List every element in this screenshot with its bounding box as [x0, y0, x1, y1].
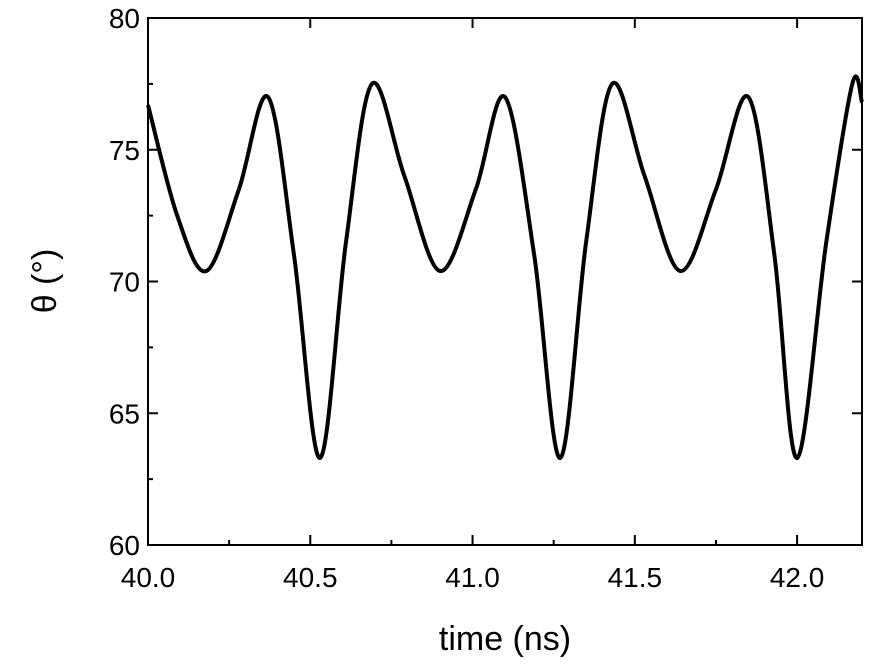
y-tick-label: 75 — [109, 135, 140, 166]
tick-labels: 40.0 40.5 41.0 41.5 42.0 60 65 70 75 80 — [109, 3, 824, 593]
x-tick-label: 42.0 — [770, 562, 825, 593]
x-tick-label: 41.0 — [445, 562, 500, 593]
y-axis-title: θ (°) — [26, 249, 64, 314]
x-axis-title: time (ns) — [439, 620, 571, 658]
axis-ticks — [147, 17, 862, 546]
series-line — [146, 74, 864, 461]
y-tick-label: 70 — [109, 267, 140, 298]
y-tick-label: 65 — [109, 398, 140, 429]
x-tick-label: 40.5 — [283, 562, 338, 593]
y-tick-label: 60 — [109, 530, 140, 561]
y-tick-label: 80 — [109, 3, 140, 34]
x-tick-label: 40.0 — [121, 562, 176, 593]
x-tick-label: 41.5 — [608, 562, 663, 593]
